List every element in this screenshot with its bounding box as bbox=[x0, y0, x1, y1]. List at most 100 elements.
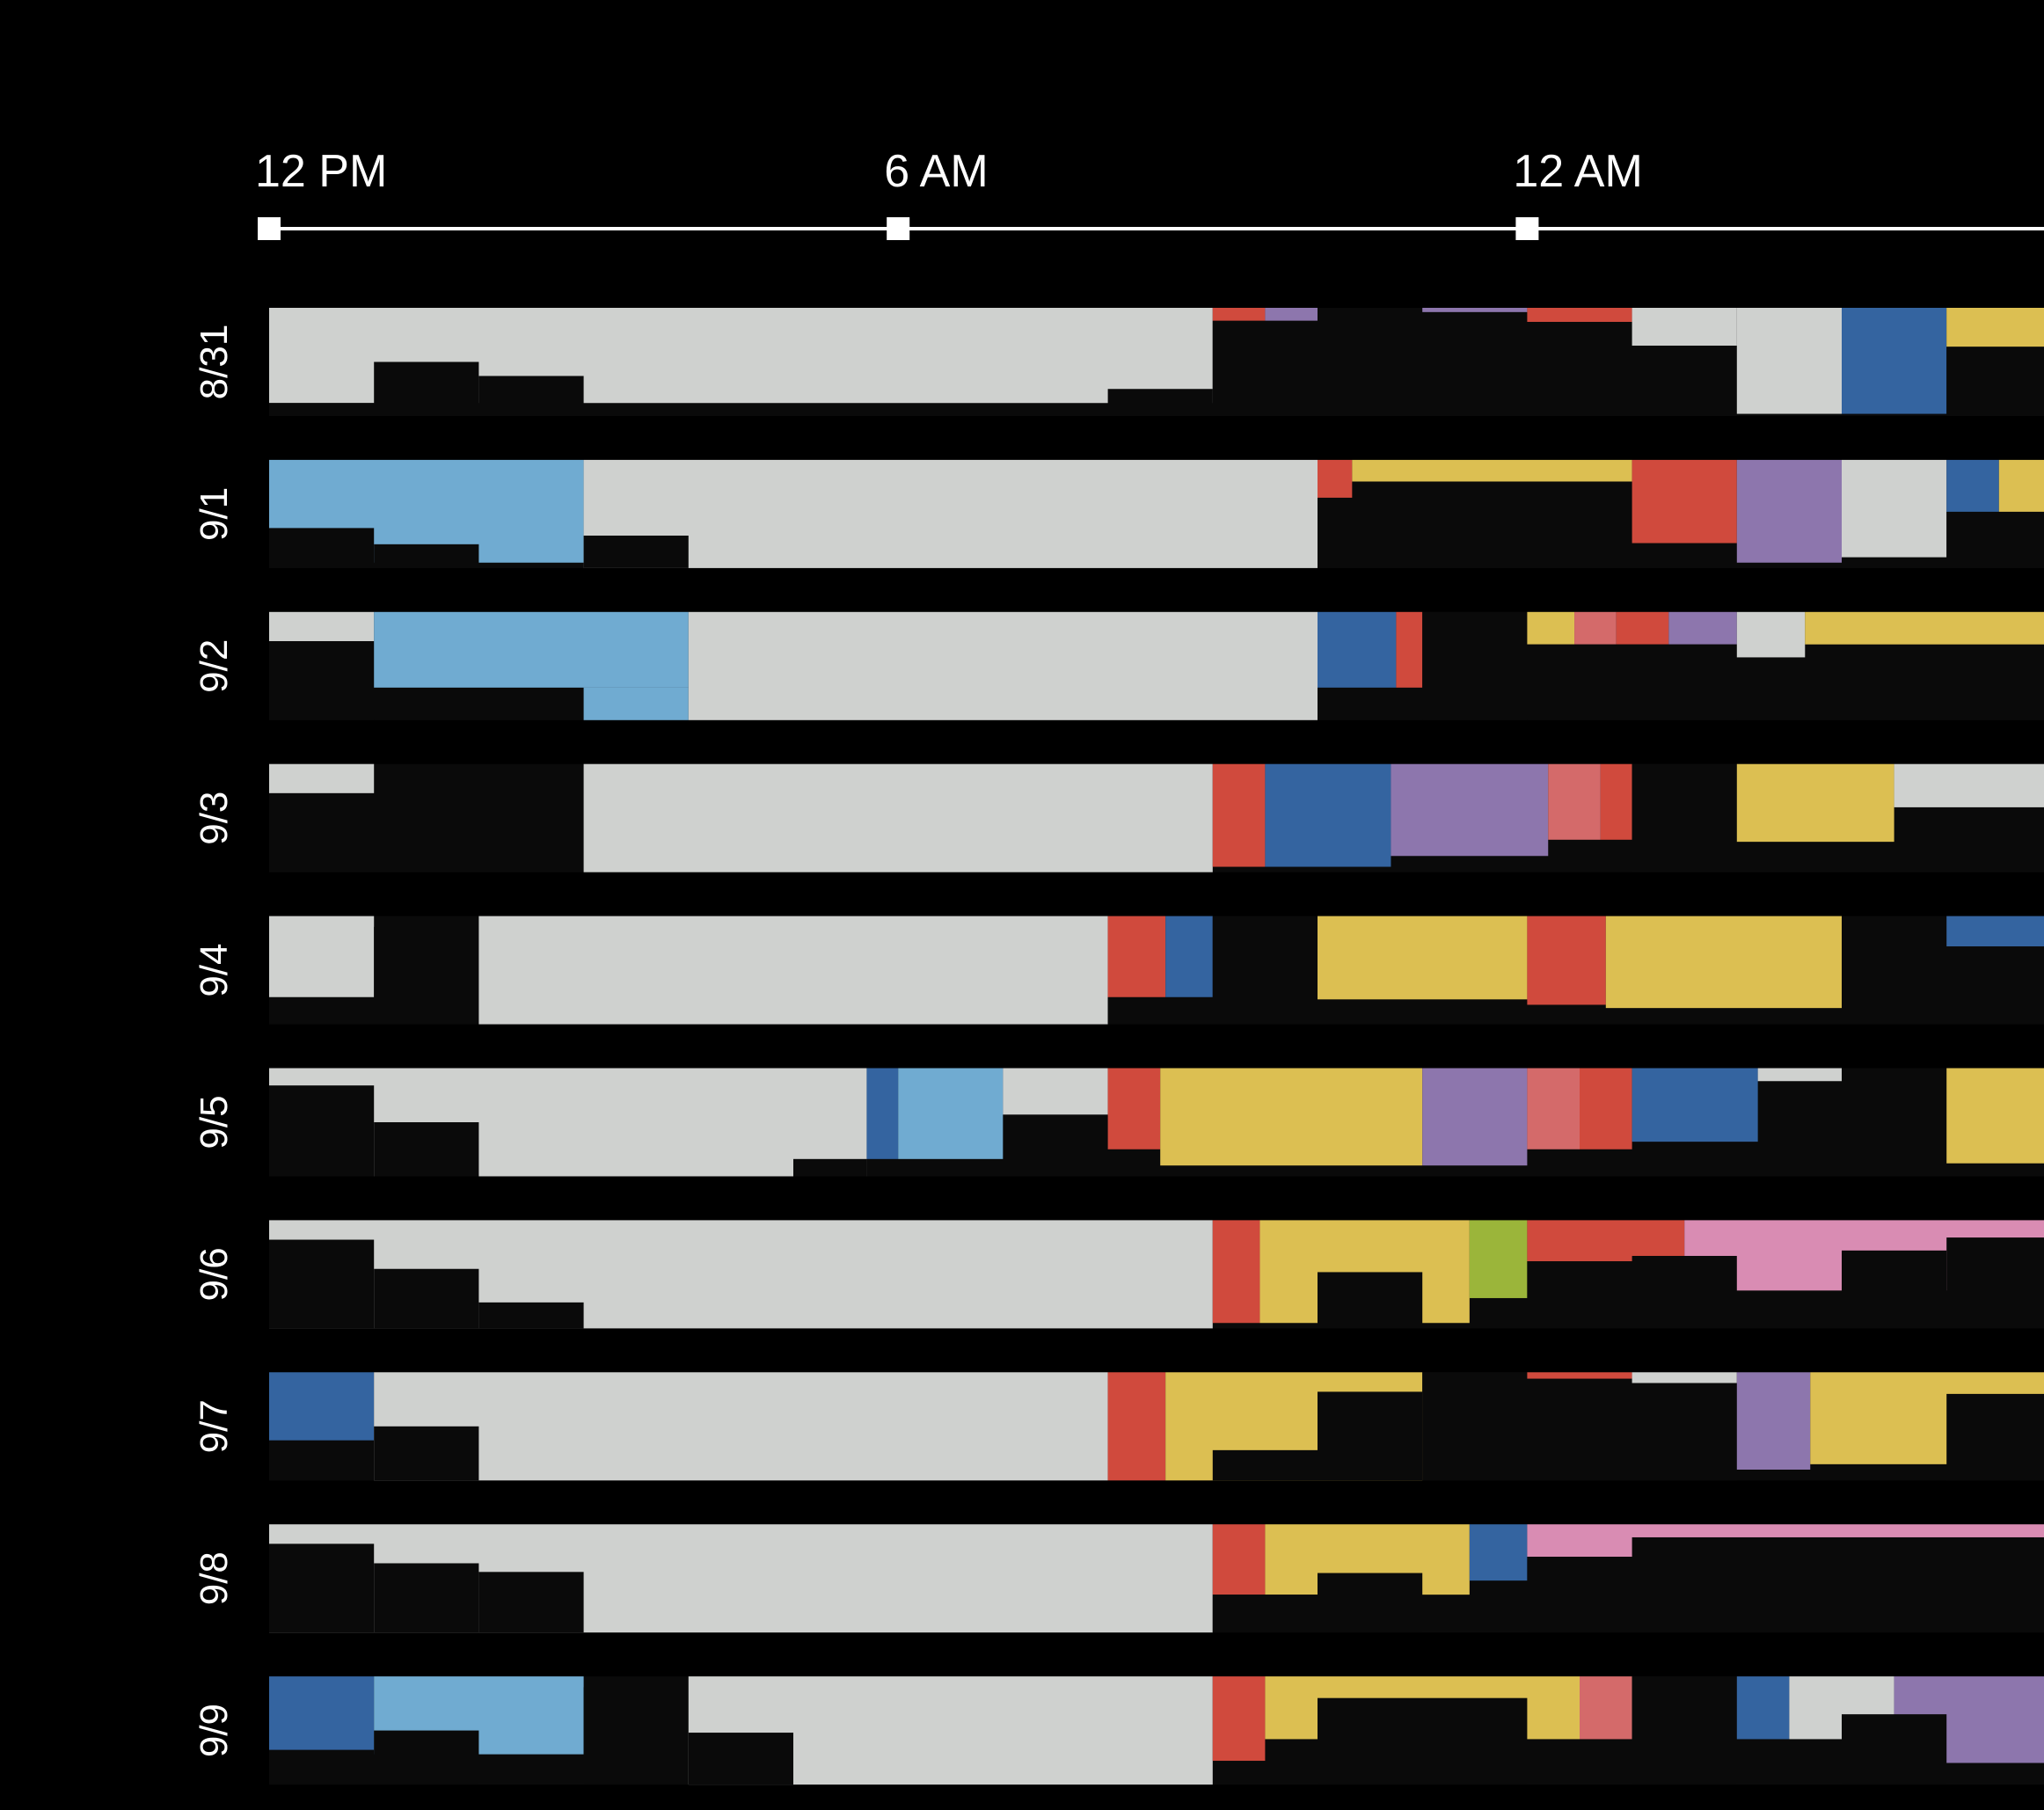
activity-block bbox=[1632, 1372, 1737, 1383]
activity-block bbox=[1422, 1068, 1528, 1166]
activity-block bbox=[1212, 308, 1266, 321]
activity-block bbox=[583, 536, 689, 568]
activity-block bbox=[269, 1676, 375, 1750]
activity-block bbox=[1668, 611, 1737, 645]
activity-block bbox=[1396, 611, 1423, 688]
day-row: 9/7 bbox=[193, 1372, 2044, 1481]
activity-block bbox=[269, 641, 375, 720]
activity-block bbox=[1422, 611, 1528, 720]
activity-block bbox=[583, 459, 1318, 568]
activity-block bbox=[1469, 1220, 1528, 1298]
activity-block bbox=[1736, 1372, 1811, 1470]
activity-block bbox=[374, 544, 479, 568]
activity-block bbox=[898, 1068, 1004, 1159]
day-rows: 8/31 9/1 9/2 9/3 9/4 9/5 9/6 9/7 9/8 9/9 bbox=[193, 308, 2044, 1785]
activity-block bbox=[1318, 497, 1423, 568]
activity-block bbox=[1632, 459, 1737, 544]
activity-block bbox=[1107, 1372, 1166, 1481]
activity-block bbox=[1842, 1250, 1947, 1329]
day-row: 9/8 bbox=[193, 1524, 2044, 1633]
activity-block bbox=[1632, 763, 1737, 872]
activity-block bbox=[583, 763, 1213, 872]
activity-block bbox=[1946, 459, 1999, 512]
activity-block bbox=[1212, 1449, 1318, 1481]
activity-block bbox=[1736, 657, 2044, 720]
activity-block bbox=[1107, 916, 1166, 997]
day-row: 9/1 bbox=[193, 459, 2044, 568]
activity-block bbox=[1318, 1573, 1423, 1633]
activity-block bbox=[1165, 916, 1213, 997]
activity-block bbox=[1318, 459, 1353, 498]
activity-block bbox=[1107, 1068, 1161, 1149]
activity-block bbox=[1527, 1378, 1632, 1481]
row-date-label: 9/4 bbox=[193, 944, 236, 997]
activity-block bbox=[269, 611, 375, 642]
activity-block bbox=[1736, 842, 2044, 872]
activity-block bbox=[1527, 644, 1737, 720]
activity-block bbox=[374, 687, 584, 720]
activity-block bbox=[269, 528, 375, 568]
activity-block bbox=[1391, 763, 1549, 857]
activity-block bbox=[1946, 1393, 2044, 1481]
day-row: 9/3 bbox=[193, 763, 2044, 872]
day-row: 9/5 bbox=[193, 1068, 2044, 1177]
tick-label: 12 PM bbox=[255, 146, 387, 197]
activity-block bbox=[269, 1440, 375, 1481]
activity-block bbox=[1632, 543, 1737, 568]
activity-block bbox=[478, 916, 1108, 1025]
activity-block bbox=[1632, 1068, 1758, 1142]
activity-block bbox=[1757, 1068, 1842, 1082]
activity-block bbox=[374, 1563, 479, 1633]
activity-block bbox=[1580, 1676, 1632, 1740]
activity-block bbox=[1736, 611, 1806, 658]
activity-block bbox=[1265, 308, 1318, 321]
activity-block bbox=[1318, 1272, 1423, 1329]
activity-block bbox=[1527, 1220, 1685, 1262]
activity-block bbox=[1842, 308, 1947, 414]
activity-block bbox=[1946, 1237, 2044, 1329]
activity-block bbox=[1527, 1068, 1580, 1149]
activity-block bbox=[1600, 763, 1632, 840]
tick-label: 6 AM bbox=[884, 146, 988, 197]
activity-block bbox=[269, 1085, 375, 1177]
activity-block bbox=[1212, 763, 1266, 867]
activity-block bbox=[1632, 1255, 1737, 1329]
activity-block bbox=[1527, 1557, 1632, 1633]
activity-block bbox=[1548, 763, 1601, 840]
activity-block bbox=[1842, 459, 1947, 558]
activity-block bbox=[1212, 1220, 1260, 1324]
activity-block bbox=[1736, 1676, 1790, 1740]
activity-block bbox=[1805, 611, 2044, 645]
day-row: 9/2 bbox=[193, 611, 2044, 720]
activity-block bbox=[374, 1730, 479, 1785]
activity-block bbox=[583, 687, 689, 720]
row-date-label: 9/1 bbox=[193, 487, 236, 541]
row-date-label: 9/6 bbox=[193, 1247, 236, 1301]
day-row: 9/6 bbox=[193, 1220, 2044, 1329]
activity-block bbox=[1212, 1524, 1266, 1595]
activity-block bbox=[374, 361, 479, 416]
tick-marker bbox=[1515, 217, 1539, 240]
activity-block bbox=[1003, 1114, 1108, 1177]
row-date-label: 9/7 bbox=[193, 1399, 236, 1453]
tick-marker bbox=[258, 217, 281, 240]
tick-label: 12 AM bbox=[1513, 146, 1642, 197]
activity-block bbox=[1946, 916, 2044, 947]
activity-block bbox=[269, 916, 375, 997]
activity-block bbox=[1580, 1068, 1632, 1149]
activity-block bbox=[1318, 1697, 1528, 1785]
activity-block bbox=[1422, 481, 1632, 568]
row-date-label: 9/2 bbox=[193, 639, 236, 693]
activity-block bbox=[1946, 1068, 2044, 1164]
activity-block bbox=[1894, 763, 2044, 807]
activity-block bbox=[1212, 1595, 1318, 1633]
activity-block bbox=[1160, 1068, 1423, 1166]
activity-block bbox=[1632, 1383, 1737, 1481]
activity-block bbox=[269, 792, 584, 872]
activity-block bbox=[1632, 1676, 1737, 1785]
activity-block bbox=[1422, 1372, 1528, 1481]
activity-block bbox=[269, 763, 375, 793]
activity-block bbox=[478, 1302, 584, 1329]
activity-block bbox=[374, 926, 479, 1025]
